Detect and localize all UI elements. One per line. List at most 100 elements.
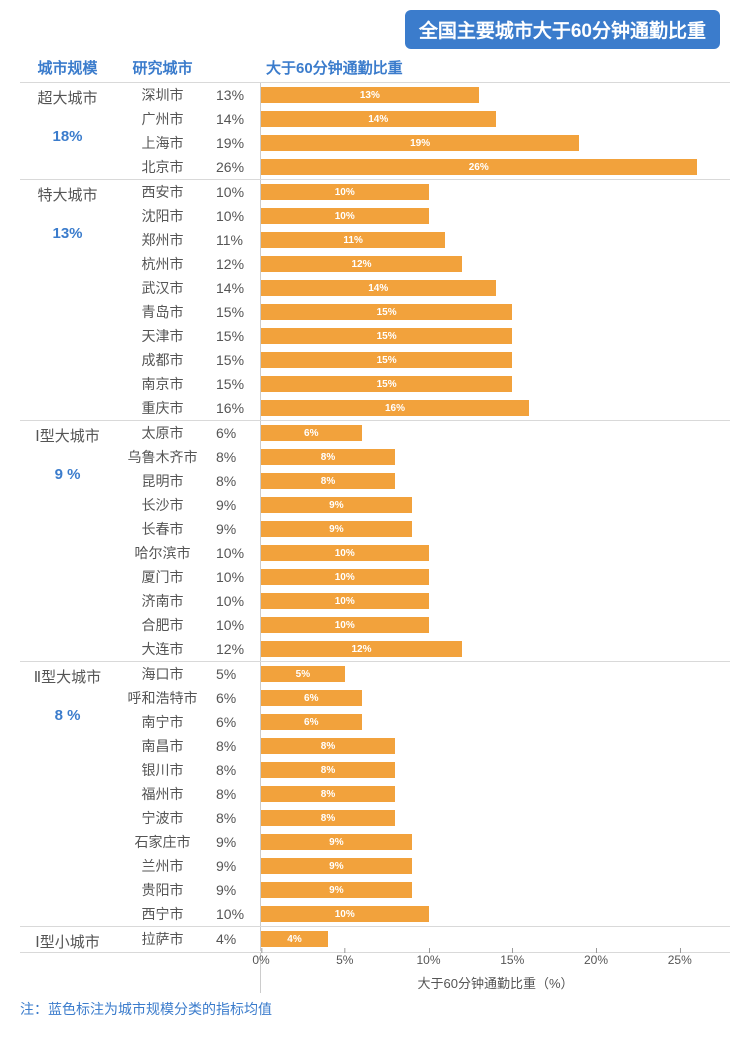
city-name: 沈阳市 [115, 206, 210, 226]
bar-value-label: 9% [329, 524, 343, 535]
city-name: 长沙市 [115, 495, 210, 515]
bar: 9% [261, 521, 412, 537]
bar: 6% [261, 690, 362, 706]
city-row: 郑州市11%11% [115, 228, 730, 252]
city-percent: 15% [210, 328, 260, 344]
bar-value-label: 10% [335, 187, 355, 198]
scale-average: 9 % [20, 466, 115, 483]
city-percent: 13% [210, 87, 260, 103]
city-name: 银川市 [115, 760, 210, 780]
scale-average: 18% [20, 128, 115, 145]
city-percent: 9% [210, 882, 260, 898]
bar: 5% [261, 666, 345, 682]
city-row: 贵阳市9%9% [115, 878, 730, 902]
bar-value-label: 9% [329, 500, 343, 511]
scale-label: Ⅱ型大城市8 % [20, 662, 115, 926]
bar-value-label: 15% [377, 307, 397, 318]
axis-tick: 20% [584, 953, 608, 967]
city-row: 合肥市10%10% [115, 613, 730, 637]
city-percent: 15% [210, 304, 260, 320]
city-name: 北京市 [115, 157, 210, 177]
bar-value-label: 15% [377, 331, 397, 342]
city-percent: 14% [210, 280, 260, 296]
x-axis: 大于60分钟通勤比重（%） 0%5%10%15%20%25% [20, 952, 730, 993]
bar: 13% [261, 87, 479, 103]
city-row: 乌鲁木齐市8%8% [115, 445, 730, 469]
city-name: 上海市 [115, 133, 210, 153]
bar-value-label: 19% [410, 138, 430, 149]
city-name: 长春市 [115, 519, 210, 539]
city-group: 超大城市18%深圳市13%13%广州市14%14%上海市19%19%北京市26%… [20, 82, 730, 179]
city-percent: 6% [210, 425, 260, 441]
bar-value-label: 15% [377, 355, 397, 366]
axis-tick: 10% [416, 953, 440, 967]
city-row: 长春市9%9% [115, 517, 730, 541]
city-row: 广州市14%14% [115, 107, 730, 131]
bar: 12% [261, 256, 462, 272]
city-name: 贵阳市 [115, 880, 210, 900]
bar-value-label: 12% [351, 259, 371, 270]
city-name: 青岛市 [115, 302, 210, 322]
bar-value-label: 10% [335, 211, 355, 222]
bar: 10% [261, 906, 429, 922]
city-row: 海口市5%5% [115, 662, 730, 686]
city-percent: 9% [210, 497, 260, 513]
city-percent: 4% [210, 931, 260, 947]
column-headers: 城市规模 研究城市 大于60分钟通勤比重 [20, 57, 730, 82]
city-name: 呼和浩特市 [115, 688, 210, 708]
city-name: 济南市 [115, 591, 210, 611]
city-percent: 10% [210, 593, 260, 609]
bar-value-label: 11% [343, 235, 362, 246]
city-row: 南京市15%15% [115, 372, 730, 396]
bar-value-label: 6% [304, 693, 318, 704]
bar-value-label: 14% [368, 114, 388, 125]
city-percent: 10% [210, 184, 260, 200]
bar-value-label: 12% [351, 644, 371, 655]
bar-value-label: 8% [321, 765, 335, 776]
city-row: 上海市19%19% [115, 131, 730, 155]
city-name: 南京市 [115, 374, 210, 394]
axis-tick: 0% [252, 953, 269, 967]
city-row: 福州市8%8% [115, 782, 730, 806]
header-city: 研究城市 [115, 57, 210, 78]
city-name: 海口市 [115, 664, 210, 684]
scale-label: Ⅰ型小城市 [20, 927, 115, 952]
bar: 15% [261, 304, 512, 320]
axis-tick: 15% [500, 953, 524, 967]
city-percent: 8% [210, 473, 260, 489]
city-name: 合肥市 [115, 615, 210, 635]
bar-value-label: 8% [321, 741, 335, 752]
city-name: 南昌市 [115, 736, 210, 756]
bar: 8% [261, 738, 395, 754]
city-name: 广州市 [115, 109, 210, 129]
city-row: 西安市10%10% [115, 180, 730, 204]
city-percent: 15% [210, 376, 260, 392]
city-row: 西宁市10%10% [115, 902, 730, 926]
bar-value-label: 26% [469, 162, 489, 173]
bar: 4% [261, 931, 328, 947]
city-name: 西宁市 [115, 904, 210, 924]
bar-value-label: 6% [304, 717, 318, 728]
city-percent: 8% [210, 786, 260, 802]
scale-average: 8 % [20, 707, 115, 724]
city-percent: 6% [210, 714, 260, 730]
bar: 10% [261, 617, 429, 633]
city-group: Ⅱ型大城市8 %海口市5%5%呼和浩特市6%6%南宁市6%6%南昌市8%8%银川… [20, 661, 730, 926]
bar: 12% [261, 641, 462, 657]
city-row: 深圳市13%13% [115, 83, 730, 107]
chart-title: 全国主要城市大于60分钟通勤比重 [405, 10, 720, 49]
city-row: 昆明市8%8% [115, 469, 730, 493]
city-percent: 6% [210, 690, 260, 706]
bar: 8% [261, 473, 395, 489]
city-row: 重庆市16%16% [115, 396, 730, 420]
city-percent: 9% [210, 521, 260, 537]
city-percent: 10% [210, 208, 260, 224]
bar-value-label: 8% [321, 813, 335, 824]
scale-label: Ⅰ型大城市9 % [20, 421, 115, 661]
city-percent: 8% [210, 738, 260, 754]
city-row: 银川市8%8% [115, 758, 730, 782]
city-name: 厦门市 [115, 567, 210, 587]
bar-value-label: 15% [377, 379, 397, 390]
city-row: 拉萨市4%4% [115, 927, 730, 951]
bar-value-label: 10% [335, 909, 355, 920]
